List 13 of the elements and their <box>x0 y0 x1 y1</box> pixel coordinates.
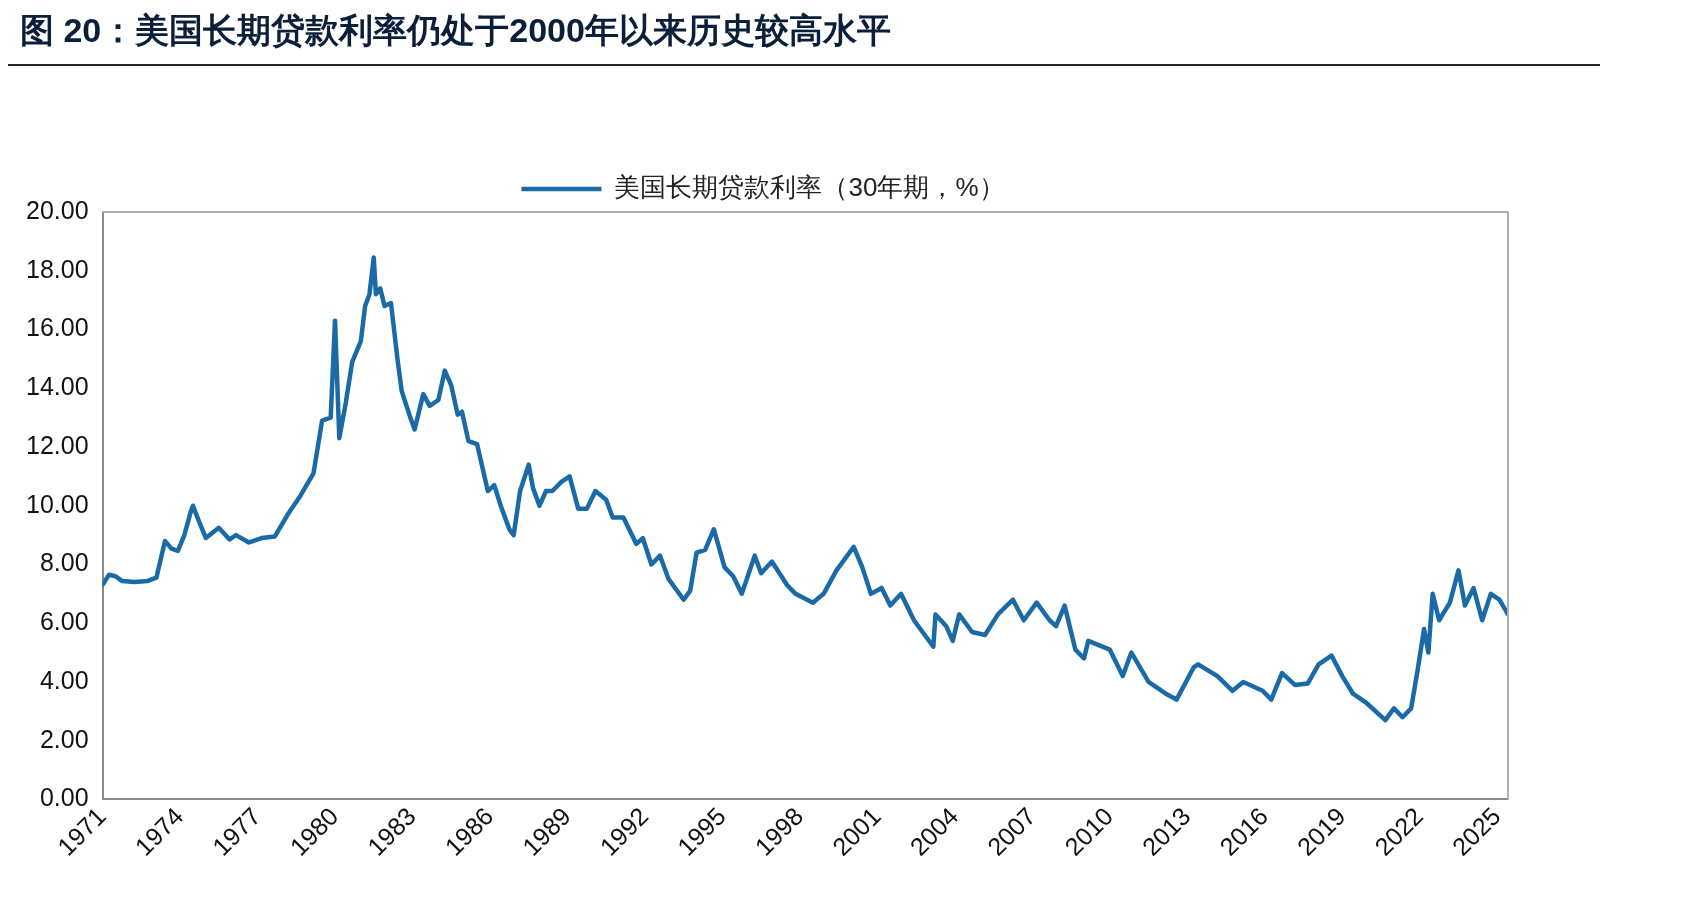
y-tick-label: 0.00 <box>39 783 89 812</box>
y-tick-label: 18.00 <box>26 254 89 283</box>
legend-label: 美国长期贷款利率（30年期，%） <box>614 172 1005 203</box>
chart-title: 图 20：美国长期贷款利率仍处于2000年以来历史较高水平 <box>8 8 1600 66</box>
y-tick-label: 16.00 <box>26 313 89 342</box>
y-tick-label: 6.00 <box>39 607 89 636</box>
y-tick-label: 4.00 <box>39 665 89 694</box>
y-tick-label: 12.00 <box>26 430 89 459</box>
y-tick-label: 20.00 <box>26 195 89 224</box>
y-tick-label: 10.00 <box>26 489 89 518</box>
y-tick-label: 8.00 <box>39 548 89 577</box>
y-tick-label: 2.00 <box>39 724 89 753</box>
y-tick-label: 14.00 <box>26 372 89 401</box>
